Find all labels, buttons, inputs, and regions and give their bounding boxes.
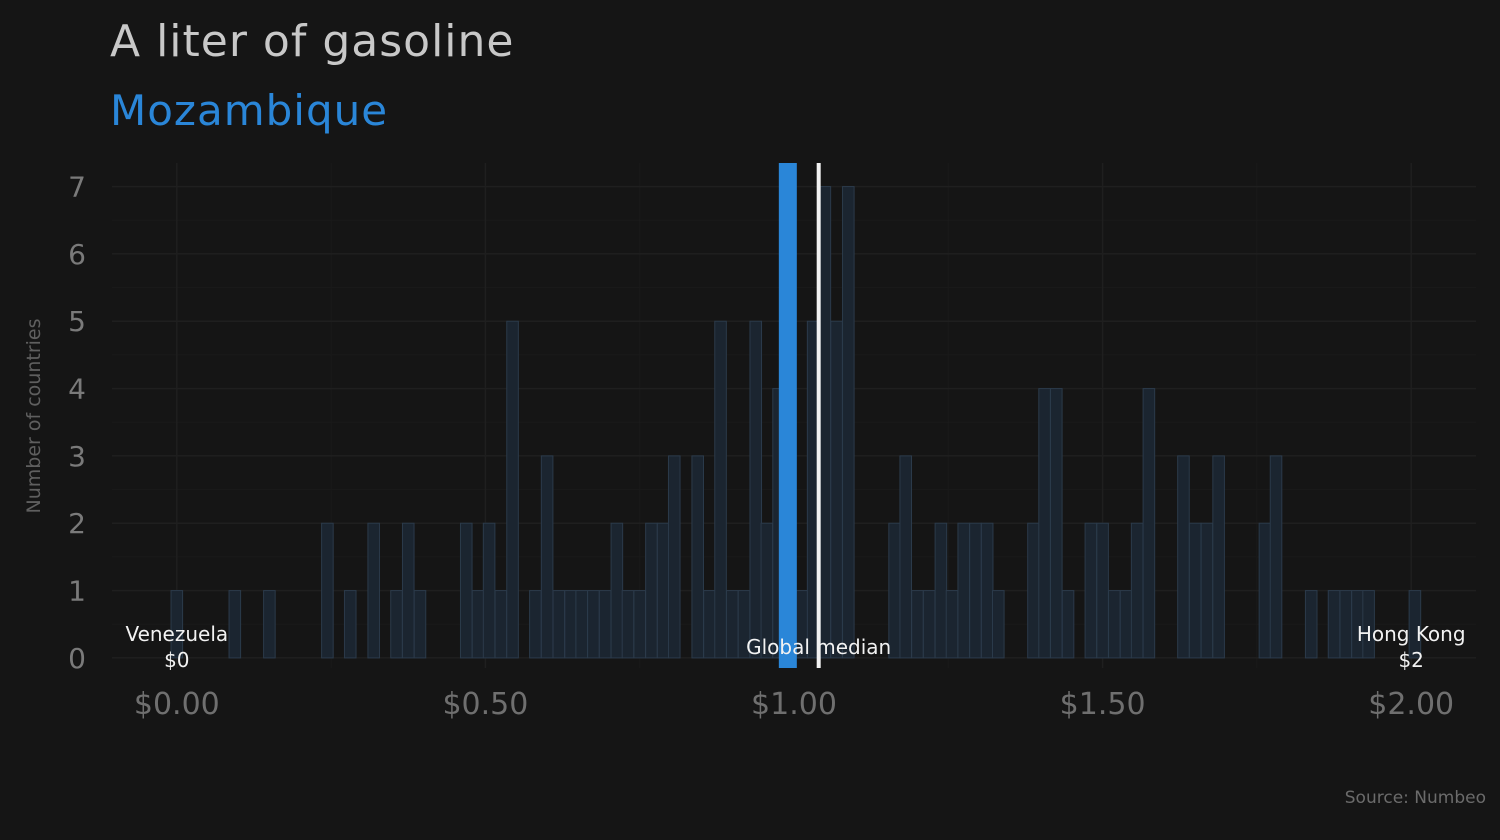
histogram-bar: [667, 455, 681, 659]
histogram-bar: [1327, 590, 1341, 659]
histogram-bar: [552, 590, 566, 659]
histogram-bar: [540, 455, 554, 659]
histogram-bar: [367, 522, 380, 659]
histogram-bar: [413, 590, 427, 659]
histogram-bar: [830, 320, 843, 659]
histogram-bar: [263, 590, 276, 659]
y-tick-label: 2: [68, 507, 86, 540]
histogram-bar: [980, 522, 994, 659]
histogram-bar: [645, 522, 658, 659]
histogram-bar: [725, 590, 739, 659]
annotation-value: $2: [1398, 648, 1423, 672]
x-tick-label: $1.00: [751, 687, 837, 722]
histogram-bar: [471, 590, 485, 659]
y-tick-label: 0: [68, 642, 86, 675]
histogram-bar: [934, 522, 948, 659]
y-tick-label: 7: [68, 171, 86, 204]
annotations: Venezuela$0 Hong Kong$2: [125, 622, 1465, 672]
chart-subtitle: Mozambique: [110, 86, 389, 135]
histogram-bar: [1188, 522, 1202, 659]
histogram-bar: [749, 320, 763, 659]
histogram-bar: [1027, 522, 1040, 659]
histogram-bar: [818, 186, 832, 659]
y-tick-label: 5: [68, 305, 86, 338]
histogram-bar: [401, 522, 415, 659]
histogram-bar: [1130, 522, 1144, 659]
histogram-bar: [343, 590, 357, 659]
histogram-bar: [1108, 590, 1121, 659]
histogram-bar: [899, 455, 912, 659]
highlight-marker-mozambique: [778, 163, 797, 668]
histogram-bar: [703, 590, 716, 659]
x-tick-labels: $0.00 $0.50 $1.00 $1.50 $2.00: [134, 687, 1454, 722]
histogram-bar: [1408, 590, 1422, 659]
y-axis-label: Number of countries: [23, 318, 45, 513]
histogram-bar: [842, 186, 855, 659]
histogram-bar: [957, 522, 971, 659]
x-tick-label: $0.50: [442, 687, 528, 722]
histogram-bar: [922, 590, 936, 659]
histogram-bar: [1084, 522, 1098, 659]
x-tick-label: $0.00: [134, 687, 220, 722]
histogram-bar: [1339, 590, 1353, 659]
source-note: Source: Numbeo: [1344, 788, 1486, 808]
histogram-bar: [691, 455, 705, 659]
y-tick-label: 3: [68, 440, 86, 473]
histogram-bar: [1050, 388, 1063, 659]
histogram-bar: [1142, 388, 1156, 659]
histogram-bar: [945, 590, 959, 659]
global-median-line: [816, 163, 821, 668]
histogram-bar: [482, 522, 496, 659]
histogram-bar: [992, 590, 1005, 659]
histogram-bars: [170, 186, 1422, 659]
histogram-bar: [575, 590, 588, 659]
histogram-bar: [459, 522, 473, 659]
global-median-label: Global median: [746, 635, 891, 659]
histogram-bar: [564, 590, 577, 659]
histogram-bar: [714, 320, 727, 659]
histogram-bar: [228, 590, 242, 659]
histogram-bar: [621, 590, 635, 659]
histogram-bar: [1061, 590, 1075, 659]
histogram-bar: [969, 522, 982, 659]
histogram-bar: [587, 590, 600, 659]
histogram-bar: [1200, 522, 1214, 659]
y-tick-label: 1: [68, 575, 86, 608]
histogram-bar: [911, 590, 924, 659]
histogram-bar: [1362, 590, 1375, 659]
annotation-country: Venezuela: [125, 622, 228, 646]
histogram-bar: [1304, 590, 1318, 659]
histogram-bar: [1177, 455, 1190, 659]
histogram-bar: [170, 590, 184, 659]
annotation-country: Hong Kong: [1357, 622, 1466, 646]
annotation-value: $0: [164, 648, 189, 672]
histogram-bar: [1269, 455, 1283, 659]
histogram-bar: [1119, 590, 1133, 659]
histogram-bar: [598, 590, 612, 659]
reference-lines: Global median: [746, 163, 891, 668]
x-tick-label: $2.00: [1368, 687, 1454, 722]
histogram-bar: [390, 590, 403, 659]
y-tick-label: 4: [68, 373, 86, 406]
histogram-bar: [506, 320, 519, 659]
chart-title: A liter of gasoline: [110, 16, 515, 67]
y-tick-labels: 0 1 2 3 4 5 6 7: [68, 171, 86, 675]
histogram-bar: [494, 590, 508, 659]
histogram-bar: [656, 522, 670, 659]
x-tick-label: $1.50: [1060, 687, 1146, 722]
histogram-bar: [1212, 455, 1225, 659]
histogram-bar: [610, 522, 624, 659]
histogram-bar: [633, 590, 646, 659]
histogram-bar: [1096, 522, 1109, 659]
histogram-bar: [1038, 388, 1051, 659]
histogram-bar: [529, 590, 542, 659]
y-tick-label: 6: [68, 238, 86, 271]
histogram-bar: [1258, 522, 1272, 659]
histogram-bar: [321, 522, 334, 659]
